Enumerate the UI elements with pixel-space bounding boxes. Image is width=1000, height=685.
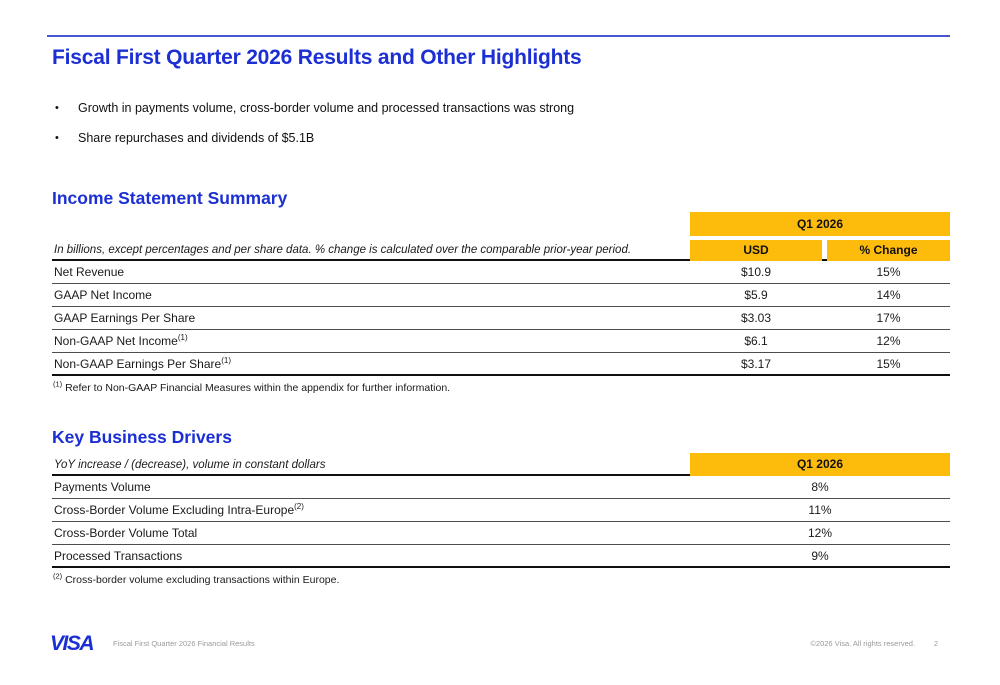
income-statement-table: Q1 2026 In billions, except percentages …	[52, 212, 950, 376]
row-label: Net Revenue	[54, 265, 125, 279]
income-statement-heading: Income Statement Summary	[52, 188, 288, 208]
footer-copyright: ©2026 Visa. All rights reserved.	[810, 639, 915, 648]
table-row: GAAP Net Income $5.9 14%	[52, 284, 950, 307]
row-usd-value: $10.9	[740, 265, 772, 279]
page-title: Fiscal First Quarter 2026 Results and Ot…	[52, 46, 582, 69]
row-usd-value: $3.17	[740, 356, 772, 371]
bullet-text: Share repurchases and dividends of $5.1B	[78, 131, 315, 145]
income-table-note: In billions, except percentages and per …	[54, 244, 632, 256]
row-value: 8%	[811, 480, 829, 494]
kbd-q1-2026-header-cell: Q1 2026	[690, 453, 950, 476]
visa-logo: VISA	[50, 632, 95, 655]
row-change-value: 14%	[876, 288, 901, 302]
highlight-bullets: • Growth in payments volume, cross-borde…	[55, 101, 755, 161]
row-label: Cross-Border Volume Excluding Intra-Euro…	[54, 502, 304, 518]
kbd-footnote: (2) Cross-border volume excluding transa…	[53, 571, 340, 586]
income-change-column-header: % Change	[827, 240, 950, 261]
row-value: 9%	[811, 548, 829, 563]
table-row: Processed Transactions 9%	[52, 545, 950, 568]
top-divider-line	[47, 35, 950, 37]
row-value: 11%	[808, 503, 832, 517]
footer-page-number: 2	[933, 639, 938, 648]
row-change-value: 17%	[876, 311, 901, 325]
row-value: 12%	[807, 526, 833, 540]
visa-logo-text: VISA	[50, 632, 93, 655]
row-label: Non-GAAP Earnings Per Share(1)	[54, 355, 231, 371]
table-row: Non-GAAP Net Income(1) $6.1 12%	[52, 330, 950, 353]
row-usd-value: $5.9	[744, 288, 768, 302]
row-change-value: 12%	[876, 334, 901, 348]
bullet-icon: •	[55, 132, 59, 144]
row-label: Cross-Border Volume Total	[54, 526, 198, 540]
row-change-value: 15%	[876, 265, 901, 279]
key-business-drivers-heading: Key Business Drivers	[52, 427, 232, 447]
bullet-item: • Growth in payments volume, cross-borde…	[55, 101, 755, 116]
footer-document-title: Fiscal First Quarter 2026 Financial Resu…	[113, 639, 255, 648]
bullet-text: Growth in payments volume, cross-border …	[78, 101, 575, 115]
table-row: Non-GAAP Earnings Per Share(1) $3.17 15%	[52, 353, 950, 376]
row-label: Payments Volume	[54, 480, 151, 494]
income-footnote: (1) Refer to Non-GAAP Financial Measures…	[53, 379, 451, 394]
row-change-value: 15%	[876, 356, 901, 371]
table-row: Payments Volume 8%	[52, 476, 950, 499]
key-business-drivers-table: YoY increase / (decrease), volume in con…	[52, 453, 950, 568]
bullet-icon: •	[55, 102, 59, 114]
table-row: GAAP Earnings Per Share $3.03 17%	[52, 307, 950, 330]
table-row: Net Revenue $10.9 15%	[52, 261, 950, 284]
income-table-group-header: Q1 2026	[52, 212, 950, 236]
row-label: Processed Transactions	[54, 548, 183, 563]
row-label: GAAP Earnings Per Share	[54, 311, 196, 325]
row-label: Non-GAAP Net Income(1)	[54, 333, 188, 349]
row-usd-value: $6.1	[744, 334, 768, 348]
table-row: Cross-Border Volume Total 12%	[52, 522, 950, 545]
income-usd-column-header: USD	[690, 240, 822, 261]
kbd-table-note: YoY increase / (decrease), volume in con…	[54, 459, 326, 471]
table-row: Cross-Border Volume Excluding Intra-Euro…	[52, 499, 950, 522]
row-usd-value: $3.03	[740, 311, 772, 325]
bullet-item: • Share repurchases and dividends of $5.…	[55, 131, 755, 146]
income-q1-2026-header-cell: Q1 2026	[690, 212, 950, 236]
kbd-table-header: YoY increase / (decrease), volume in con…	[52, 453, 950, 476]
row-label: GAAP Net Income	[54, 288, 152, 302]
income-table-column-headers: In billions, except percentages and per …	[52, 240, 950, 261]
